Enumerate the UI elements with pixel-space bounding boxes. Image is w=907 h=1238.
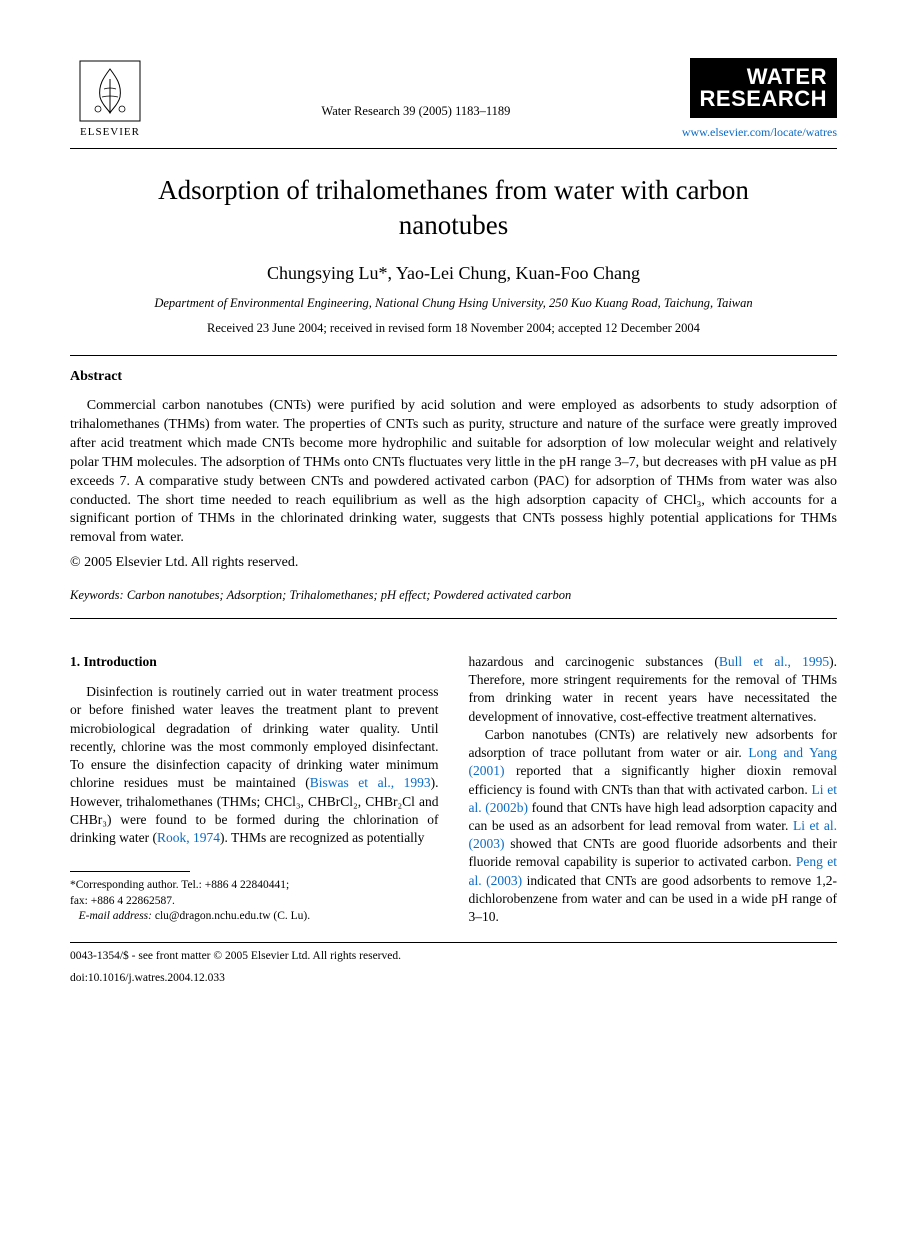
right-column: hazardous and carcinogenic substances (B…: [469, 653, 838, 926]
abstract-heading: Abstract: [70, 368, 837, 387]
journal-logo-block: WATER RESEARCH www.elsevier.com/locate/w…: [682, 58, 837, 140]
elsevier-tree-icon: [78, 59, 142, 123]
corresponding-author-footnote: *Corresponding author. Tel.: +886 4 2284…: [70, 878, 439, 925]
footnote-corr-label: *Corresponding author. Tel.:: [70, 879, 205, 891]
body-columns: 1. Introduction Disinfection is routinel…: [70, 653, 837, 926]
journal-url-link[interactable]: www.elsevier.com/locate/watres: [682, 124, 837, 140]
text-run: indicated that CNTs are good adsorbents …: [469, 873, 838, 924]
rule-below-keywords: [70, 618, 837, 619]
abstract-copyright: © 2005 Elsevier Ltd. All rights reserved…: [70, 554, 837, 573]
intro-para-1-cont: hazardous and carcinogenic substances (B…: [469, 653, 838, 726]
article-title: Adsorption of trihalomethanes from water…: [110, 173, 797, 243]
text-run: ). THMs are recognized as potentially: [220, 830, 424, 845]
journal-logo: WATER RESEARCH: [690, 58, 837, 118]
keywords-text: Carbon nanotubes; Adsorption; Trihalomet…: [124, 588, 572, 602]
keywords-line: Keywords: Carbon nanotubes; Adsorption; …: [70, 587, 837, 604]
publisher-name: ELSEVIER: [80, 125, 140, 140]
citation-link[interactable]: Biswas et al., 1993: [310, 775, 431, 790]
header-rule: [70, 148, 837, 149]
citation-link[interactable]: Bull et al., 1995: [719, 654, 829, 669]
footnote-email-label: E-mail address:: [79, 910, 152, 922]
page-header: ELSEVIER Water Research 39 (2005) 1183–1…: [70, 50, 837, 140]
footnote-email: clu@dragon.nchu.edu.tw (C. Lu).: [152, 910, 310, 922]
front-matter-line: 0043-1354/$ - see front matter © 2005 El…: [70, 949, 837, 965]
journal-logo-line2: RESEARCH: [700, 86, 827, 111]
intro-heading: 1. Introduction: [70, 653, 439, 671]
rule-above-abstract: [70, 355, 837, 356]
footnote-rule: [70, 871, 190, 872]
article-dates: Received 23 June 2004; received in revis…: [70, 320, 837, 337]
left-column: 1. Introduction Disinfection is routinel…: [70, 653, 439, 926]
affiliation: Department of Environmental Engineering,…: [70, 295, 837, 312]
journal-reference: Water Research 39 (2005) 1183–1189: [150, 103, 682, 140]
doi-line: doi:10.1016/j.watres.2004.12.033: [70, 971, 837, 987]
citation-link[interactable]: Rook, 1974: [157, 830, 220, 845]
text-run: hazardous and carcinogenic substances (: [469, 654, 719, 669]
intro-para-1: Disinfection is routinely carried out in…: [70, 683, 439, 847]
publisher-logo: ELSEVIER: [70, 50, 150, 140]
text-run: showed that CNTs are good fluoride adsor…: [469, 836, 838, 869]
footer-rule: [70, 942, 837, 943]
footnote-fax-label: fax:: [70, 895, 91, 907]
keywords-label: Keywords:: [70, 588, 124, 602]
footnote-fax: +886 4 22862587.: [91, 895, 175, 907]
text-run: reported that a significantly higher dio…: [469, 763, 838, 796]
abstract-body: Commercial carbon nanotubes (CNTs) were …: [70, 397, 837, 548]
intro-para-2: Carbon nanotubes (CNTs) are relatively n…: [469, 726, 838, 926]
footnote-tel: +886 4 22840441: [205, 879, 286, 891]
author-list: Chungsying Lu*, Yao-Lei Chung, Kuan-Foo …: [70, 261, 837, 285]
